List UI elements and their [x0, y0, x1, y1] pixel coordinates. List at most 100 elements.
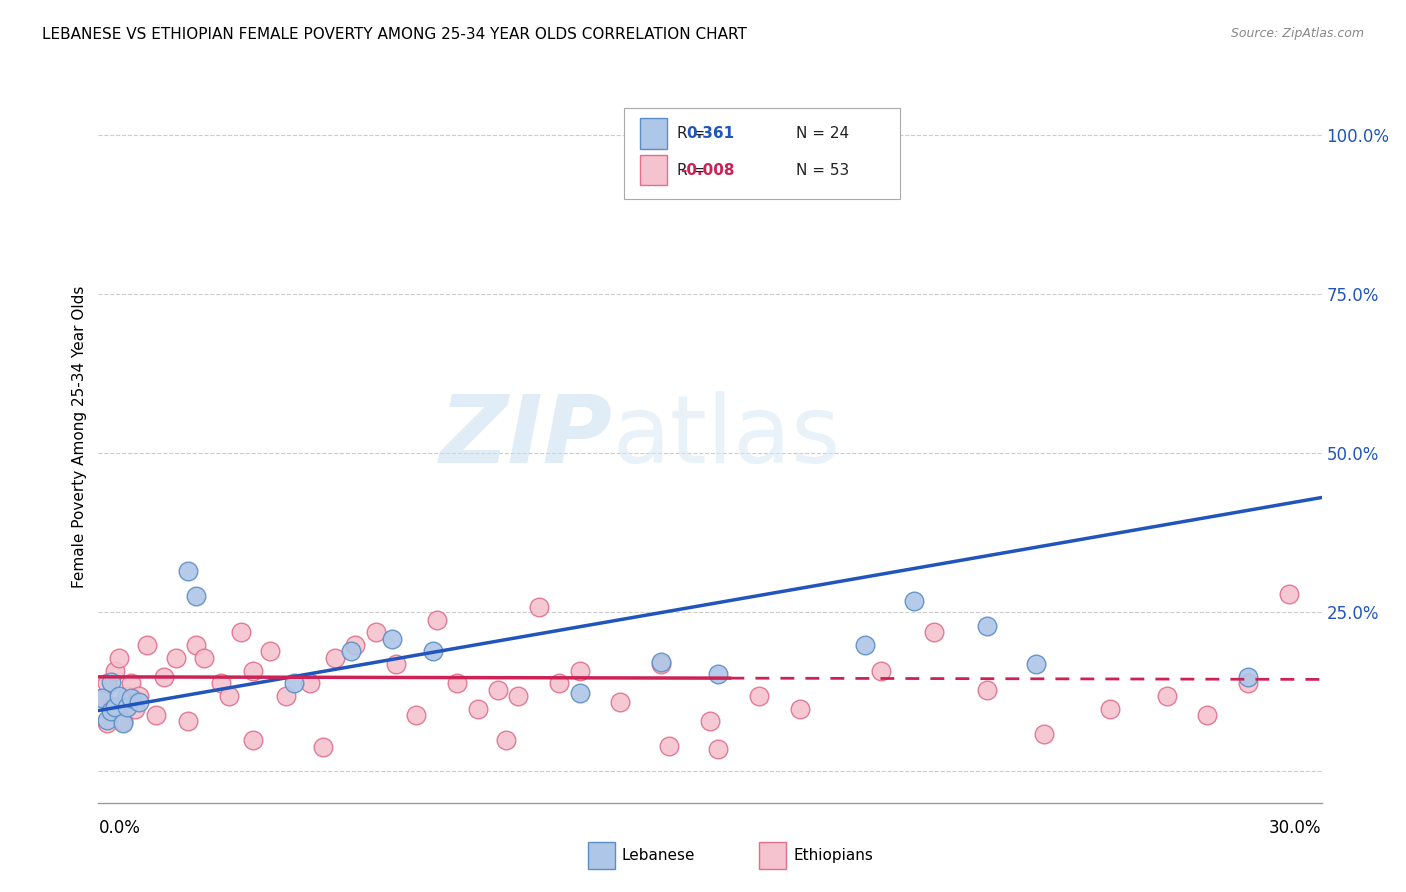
Point — [1025, 657, 1047, 672]
Point — [193, 650, 215, 665]
Point — [111, 716, 134, 731]
Point — [186, 589, 208, 603]
Point — [283, 676, 305, 690]
Text: -0.008: -0.008 — [681, 162, 734, 178]
Point — [870, 664, 893, 678]
Point — [100, 704, 122, 718]
FancyBboxPatch shape — [640, 154, 668, 186]
Point — [242, 664, 264, 678]
Point — [789, 701, 811, 715]
Point — [609, 695, 631, 709]
Point — [650, 657, 672, 672]
Text: N = 53: N = 53 — [796, 162, 849, 178]
Text: 0.0%: 0.0% — [98, 819, 141, 837]
Point — [91, 690, 114, 705]
Text: Lebanese: Lebanese — [621, 848, 696, 863]
Point — [707, 741, 730, 756]
Point — [1197, 708, 1219, 723]
Point — [922, 625, 945, 640]
Point — [209, 676, 232, 690]
FancyBboxPatch shape — [588, 842, 614, 869]
Point — [165, 650, 187, 665]
Point — [104, 664, 127, 678]
FancyBboxPatch shape — [640, 118, 668, 149]
Text: R =: R = — [678, 126, 706, 141]
Point — [467, 701, 489, 715]
Point — [1237, 670, 1260, 684]
Point — [568, 664, 591, 678]
Point — [91, 690, 114, 705]
Point — [96, 716, 118, 731]
Point — [903, 593, 925, 607]
Point — [344, 638, 367, 652]
Point — [152, 670, 174, 684]
Text: N = 24: N = 24 — [796, 126, 849, 141]
Point — [495, 733, 517, 747]
Point — [96, 676, 118, 690]
Point — [108, 689, 131, 703]
Point — [976, 619, 998, 633]
Point — [527, 599, 550, 614]
Text: atlas: atlas — [612, 391, 841, 483]
Point — [100, 701, 122, 715]
Point — [108, 650, 131, 665]
Point — [699, 714, 721, 729]
Point — [231, 625, 253, 640]
Point — [548, 676, 571, 690]
Text: R =: R = — [678, 162, 706, 178]
Point — [100, 675, 122, 690]
Point — [299, 676, 322, 690]
Point — [96, 713, 118, 727]
Point — [115, 700, 138, 714]
Point — [274, 689, 297, 703]
Point — [426, 613, 449, 627]
Point — [340, 644, 363, 658]
Point — [650, 655, 672, 669]
FancyBboxPatch shape — [759, 842, 786, 869]
Point — [748, 689, 770, 703]
Point — [128, 695, 150, 709]
Point — [177, 714, 200, 729]
Point — [976, 682, 998, 697]
Point — [128, 689, 150, 703]
Point — [104, 700, 127, 714]
Point — [364, 625, 387, 640]
Point — [1237, 676, 1260, 690]
Point — [1278, 587, 1301, 601]
Point — [707, 667, 730, 681]
Point — [177, 564, 200, 578]
Text: LEBANESE VS ETHIOPIAN FEMALE POVERTY AMONG 25-34 YEAR OLDS CORRELATION CHART: LEBANESE VS ETHIOPIAN FEMALE POVERTY AMO… — [42, 27, 747, 42]
Point — [789, 141, 811, 155]
Point — [259, 644, 281, 658]
Point — [124, 701, 146, 715]
Point — [145, 708, 167, 723]
Text: Ethiopians: Ethiopians — [793, 848, 873, 863]
Point — [853, 638, 876, 652]
Point — [120, 690, 142, 705]
Point — [658, 739, 681, 753]
Point — [115, 689, 138, 703]
Point — [486, 682, 509, 697]
Point — [120, 676, 142, 690]
Point — [323, 650, 346, 665]
Text: 30.0%: 30.0% — [1270, 819, 1322, 837]
Point — [312, 739, 335, 754]
Point — [111, 714, 134, 729]
FancyBboxPatch shape — [624, 108, 900, 200]
Point — [385, 657, 408, 672]
Point — [405, 708, 427, 723]
Text: ZIP: ZIP — [439, 391, 612, 483]
Point — [568, 686, 591, 700]
Point — [446, 676, 468, 690]
Point — [1098, 701, 1121, 715]
Point — [1033, 727, 1056, 741]
Point — [381, 632, 404, 646]
Point — [186, 638, 208, 652]
Point — [508, 689, 530, 703]
Point — [422, 644, 444, 658]
Text: 0.361: 0.361 — [686, 126, 734, 141]
Text: Source: ZipAtlas.com: Source: ZipAtlas.com — [1230, 27, 1364, 40]
Point — [1156, 689, 1178, 703]
Point — [136, 638, 159, 652]
Point — [218, 689, 240, 703]
